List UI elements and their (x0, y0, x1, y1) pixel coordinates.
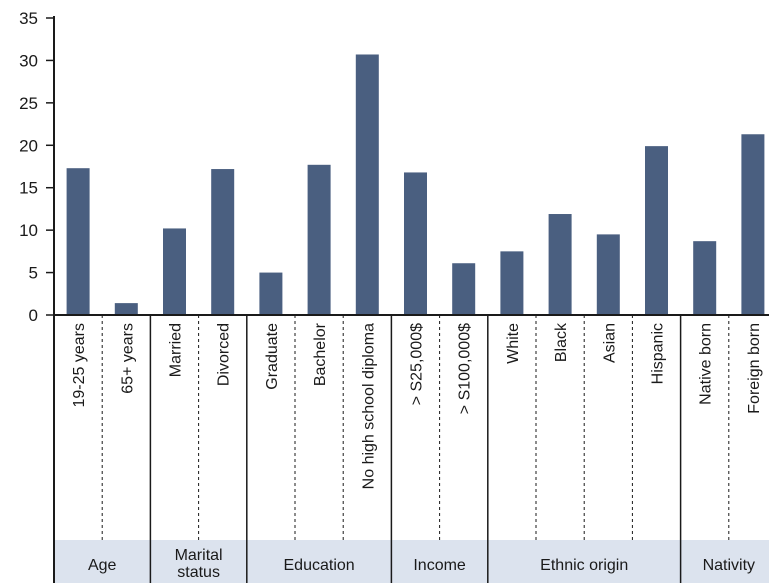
bar-white (500, 251, 524, 315)
y-tick-label: 15 (19, 179, 38, 198)
group-label-nativity: Nativity (703, 557, 755, 574)
y-tick-label: 35 (19, 9, 38, 28)
group-label-marital-status: status (177, 564, 220, 581)
bar-no-high-school-diploma (355, 54, 379, 315)
label-layer: 19-25 years 65+ years Age Married Divorced Ma… (71, 322, 763, 581)
bar-married (163, 228, 186, 315)
bar-19-25-years (66, 168, 90, 315)
x-tick-label-bachelor: Bachelor (312, 322, 329, 386)
bar-asian (596, 234, 620, 315)
bar-graduate (259, 272, 283, 315)
group-label-marital-status: Marital (175, 547, 223, 564)
bar-hispanic (645, 146, 668, 315)
group-band-layer (54, 540, 769, 583)
x-tick-label-65-years: 65+ years (119, 323, 136, 394)
y-tick-label: 0 (29, 306, 38, 325)
group-label-age: Age (88, 557, 117, 574)
x-tick-label-19-25-years: 19-25 years (71, 323, 88, 408)
x-tick-label-asian: Asian (601, 323, 618, 363)
bar-s100-000 (452, 263, 476, 315)
group-label-income: Income (413, 557, 466, 574)
group-label-ethnic-origin: Ethnic origin (540, 557, 628, 574)
y-tick-label: 20 (19, 136, 38, 155)
x-tick-label-married: Married (168, 323, 185, 377)
x-tick-label-black: Black (553, 322, 570, 362)
x-tick-label-foreign-born: Foreign born (746, 323, 763, 414)
bar-foreign-born (741, 134, 765, 315)
x-tick-label-no-high-school-diploma: No high school diploma (360, 323, 377, 489)
bar-s25-000 (404, 172, 427, 315)
bar-bachelor (307, 164, 331, 315)
y-tick-label: 10 (19, 221, 38, 240)
x-tick-label-white: White (505, 323, 522, 364)
x-tick-label-s25-000: > S25,000$ (409, 323, 426, 405)
y-tick-label: 5 (29, 264, 38, 283)
x-tick-label-native-born: Native born (698, 323, 715, 405)
x-tick-label-s100-000: > S100,000$ (457, 323, 474, 414)
bar-divorced (211, 169, 235, 315)
bar-black (548, 214, 572, 315)
x-tick-label-hispanic: Hispanic (650, 323, 667, 384)
bar-layer (66, 54, 765, 315)
y-tick-label: 25 (19, 94, 38, 113)
x-tick-label-graduate: Graduate (264, 323, 281, 390)
bar-native-born (693, 241, 717, 315)
bar-65-years (114, 303, 138, 315)
group-label-education: Education (284, 557, 355, 574)
x-tick-label-divorced: Divorced (216, 323, 233, 386)
y-tick-label: 30 (19, 51, 38, 70)
separator-layer (101, 315, 730, 583)
group-band-background (54, 540, 769, 583)
axis-layer: 0 5 10 15 20 25 30 35 (19, 9, 769, 583)
